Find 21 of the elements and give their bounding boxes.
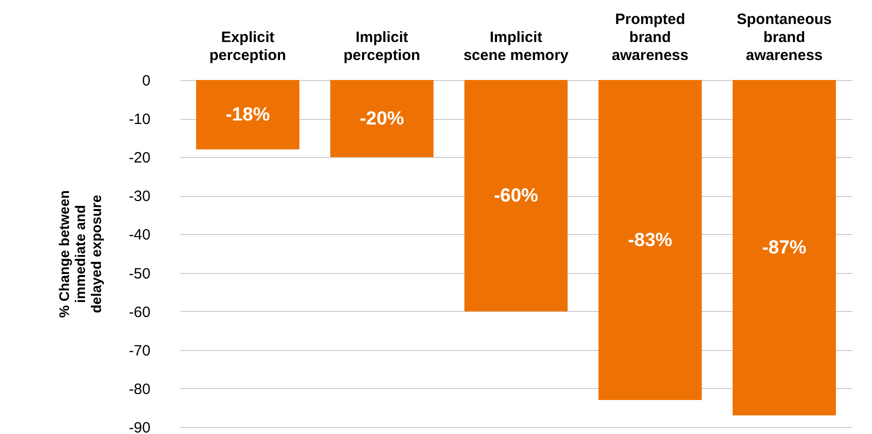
y-axis-title: % Change between immediate and delayed exposure [56,190,104,318]
y-tick-label: -10 [128,111,150,128]
y-tick-label: -20 [128,150,150,167]
x-tick-label: Prompted brand awareness [612,11,688,64]
x-tick-label: Implicit perception [344,29,420,64]
y-tick-label: -90 [128,420,150,434]
y-tick-label: -40 [128,226,150,244]
data-label: -18% [226,104,270,126]
data-label: -87% [762,238,807,259]
data-label: -20% [360,108,404,130]
y-tick-label: -50 [128,265,150,282]
y-tick-label: -30 [128,188,150,206]
y-tick-label: -70 [128,342,150,360]
x-tick-label: Implicit scene memory [463,29,570,64]
x-tick-label: Spontaneous brand awareness [736,11,832,64]
y-tick-label: -60 [128,304,150,321]
y-tick-label: 0 [142,72,150,90]
y-tick-label: -80 [128,380,150,398]
data-label: -60% [494,186,538,207]
x-tick-label: Explicit perception [209,29,286,64]
data-label: -83% [628,230,672,252]
